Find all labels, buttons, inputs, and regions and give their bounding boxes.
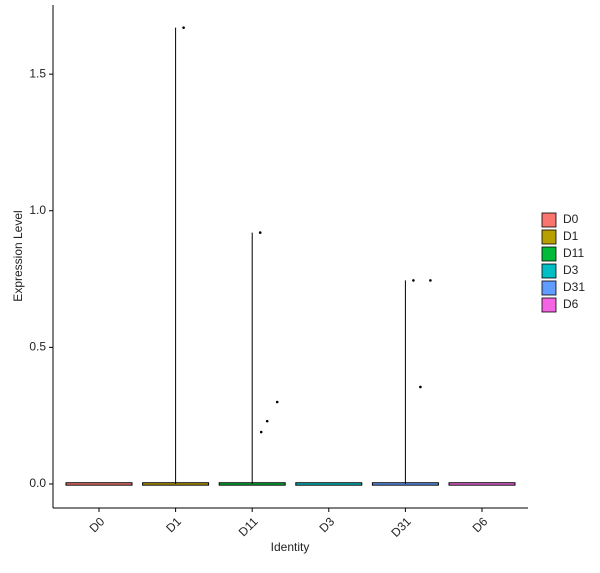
x-tick-label: D3 — [316, 514, 337, 535]
x-tick-label: D6 — [470, 514, 491, 535]
point — [412, 279, 415, 282]
x-tick-label: D31 — [388, 514, 414, 540]
legend-label: D3 — [563, 263, 579, 277]
point — [275, 400, 279, 404]
legend-swatch — [541, 280, 557, 296]
violin-base — [65, 482, 133, 486]
legend-swatch — [541, 229, 557, 245]
legend-label: D1 — [563, 229, 579, 243]
legend-label: D0 — [563, 212, 579, 226]
legend-swatch — [541, 212, 557, 228]
x-axis-label: Identity — [271, 540, 310, 554]
y-tick-label: 0.5 — [29, 340, 46, 354]
y-axis-label: Expression Level — [11, 210, 25, 301]
point — [429, 279, 432, 282]
violin-base — [295, 482, 363, 486]
legend-label: D6 — [563, 297, 579, 311]
x-tick-label: D11 — [236, 514, 261, 539]
point — [419, 385, 422, 389]
point — [259, 430, 263, 434]
legend-label: D31 — [563, 280, 585, 294]
point — [258, 231, 262, 234]
y-tick-label: 1.5 — [29, 66, 46, 80]
violin-base — [448, 482, 516, 486]
point — [265, 419, 269, 423]
y-tick-label: 0.0 — [29, 476, 46, 490]
legend-swatch — [541, 297, 557, 313]
legend-swatch — [541, 246, 557, 262]
x-tick-label: D0 — [87, 514, 108, 535]
point — [182, 26, 185, 29]
x-tick-label: D1 — [163, 514, 184, 535]
legend-swatch — [541, 263, 557, 279]
legend-label: D11 — [563, 246, 584, 260]
y-tick-label: 1.0 — [29, 203, 46, 217]
